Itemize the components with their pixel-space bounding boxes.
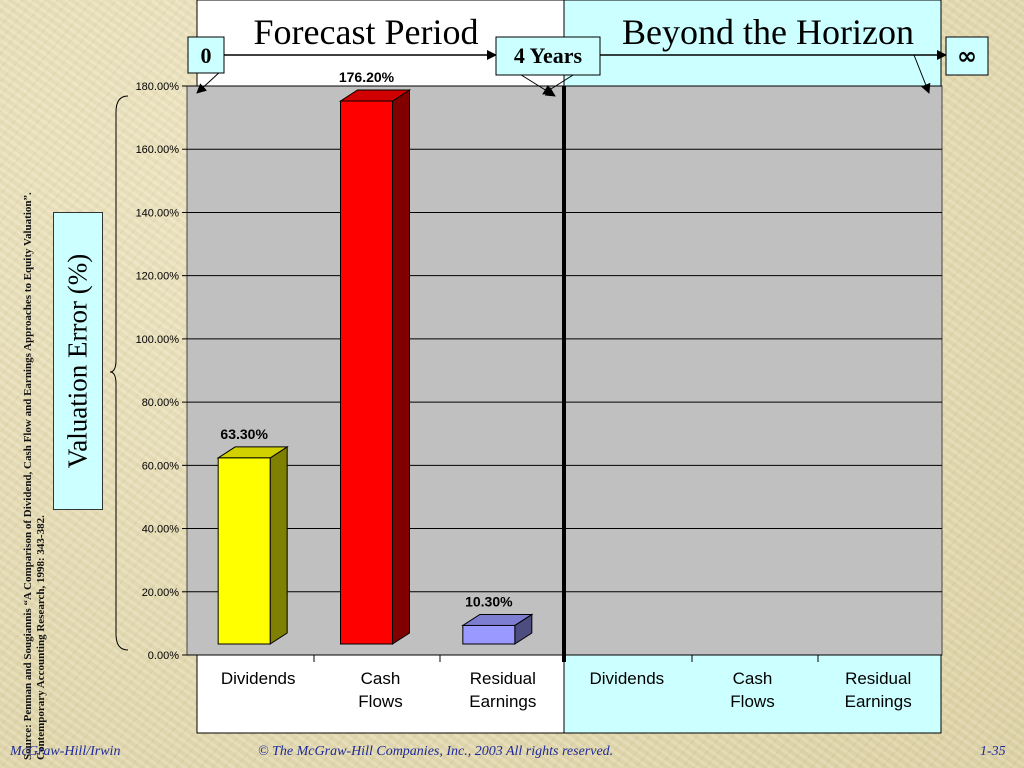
y-tick-label: 60.00%: [142, 460, 180, 472]
bar-side: [392, 89, 410, 645]
bar-side: [269, 445, 288, 645]
footer-left: McGraw-Hill/Irwin: [10, 744, 121, 759]
bar-value-label: 10.30%: [465, 593, 513, 609]
category-label: Cash Flows: [358, 669, 402, 711]
y-axis-brace: [109, 95, 129, 651]
y-tick-label: 40.00%: [142, 524, 180, 536]
marker-zero: 0: [201, 43, 212, 68]
y-tick-label: 120.00%: [136, 271, 180, 283]
y-axis-label: Valuation Error (%): [62, 253, 93, 469]
bar-value-label: 176.20%: [339, 69, 395, 85]
footer-page-number: 1-35: [980, 744, 1006, 759]
category-label: Residual Earnings: [469, 669, 536, 711]
y-tick-label: 180.00%: [136, 81, 180, 93]
bar-value-label: 63.30%: [220, 426, 268, 442]
marker-infinity-box: [945, 36, 989, 76]
category-label: Dividends: [221, 669, 296, 688]
y-tick-label: 20.00%: [142, 587, 180, 599]
category-separators: [313, 655, 819, 662]
marker-zero-box: [187, 36, 225, 74]
bar-residual-earnings: [462, 624, 516, 645]
marker-4years-box: [495, 36, 601, 76]
y-tick-label: 0.00%: [148, 650, 179, 662]
y-tick-label: 80.00%: [142, 397, 180, 409]
bar-dividends: [217, 457, 271, 645]
bar-cash-flows: [340, 100, 393, 645]
y-tick-label: 100.00%: [136, 334, 180, 346]
y-tick-label: 140.00%: [136, 207, 180, 219]
pointer-zero: [196, 69, 223, 94]
category-label: Dividends: [590, 669, 665, 688]
y-tick-label: 160.00%: [136, 144, 180, 156]
category-labels: Dividends Cash Flows Residual Earnings Divide…: [221, 669, 912, 711]
forecast-category-bg: [196, 654, 565, 734]
beyond-horizon-title: Beyond the Horizon: [622, 12, 914, 52]
horizon-header-bg: [563, 0, 942, 89]
footer-center: © The McGraw-Hill Companies, Inc., 2003 …: [258, 744, 614, 759]
forecast-period-title: Forecast Period: [254, 12, 479, 52]
bars: 63.30% 176.20% 10.30%: [216, 69, 534, 645]
category-label: Residual Earnings: [845, 669, 912, 711]
pointer-infinity: [913, 54, 931, 94]
marker-infinity: ∞: [957, 42, 977, 70]
source-note: Source: Penman and Sougiannis “A Compari…: [22, 192, 47, 760]
y-axis-ticks: 0.00% 20.00% 40.00% 60.00% 80.00% 100.00% 120.…: [136, 81, 187, 662]
category-label: Cash Flows: [730, 669, 774, 711]
horizon-category-bg: [563, 654, 942, 734]
marker-4years: 4 Years: [514, 43, 583, 68]
y-axis-label-box: Valuation Error (%): [53, 212, 103, 510]
